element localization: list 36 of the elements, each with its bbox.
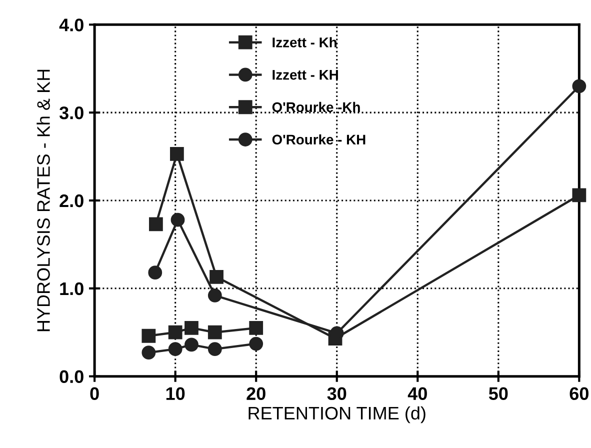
point — [148, 266, 162, 280]
point — [184, 338, 198, 352]
point — [142, 346, 156, 360]
y-axis-title: HYDROLYSIS RATES - Kh & KH — [36, 70, 50, 332]
point — [208, 288, 222, 302]
point — [210, 270, 224, 284]
y-tick-label: 2.0 — [60, 194, 84, 208]
x-axis-title: RETENTION TIME (d) — [248, 406, 426, 424]
legend-label: O'Rourke - KH — [272, 134, 366, 145]
legend-label: Izzett - Kh — [272, 37, 336, 48]
point — [149, 217, 163, 232]
point — [208, 325, 222, 340]
point — [168, 342, 182, 356]
legend-label: O'Rourke -Kh — [272, 102, 360, 112]
x-tick-label: 30 — [327, 387, 346, 400]
x-tick-label: 20 — [246, 387, 266, 400]
point — [142, 328, 156, 343]
point — [572, 79, 586, 94]
x-tick-label: 40 — [408, 387, 427, 400]
point — [572, 188, 586, 202]
y-tick-label: 0.0 — [60, 370, 84, 384]
point — [184, 321, 198, 335]
y-tick-label: 3.0 — [59, 106, 84, 120]
legend-label: Izzett - KH — [272, 70, 338, 80]
point — [170, 146, 184, 161]
point — [208, 342, 222, 356]
x-tick-label: 0 — [90, 387, 99, 400]
point — [170, 212, 185, 227]
x-tick-label: 10 — [166, 387, 185, 400]
y-tick-label: 4.0 — [59, 18, 84, 32]
point — [249, 336, 264, 351]
point — [168, 325, 182, 340]
y-tick-label: 1.0 — [60, 282, 84, 296]
x-tick-label: 50 — [488, 387, 508, 400]
x-tick-label: 60 — [570, 387, 588, 400]
point — [249, 321, 264, 335]
